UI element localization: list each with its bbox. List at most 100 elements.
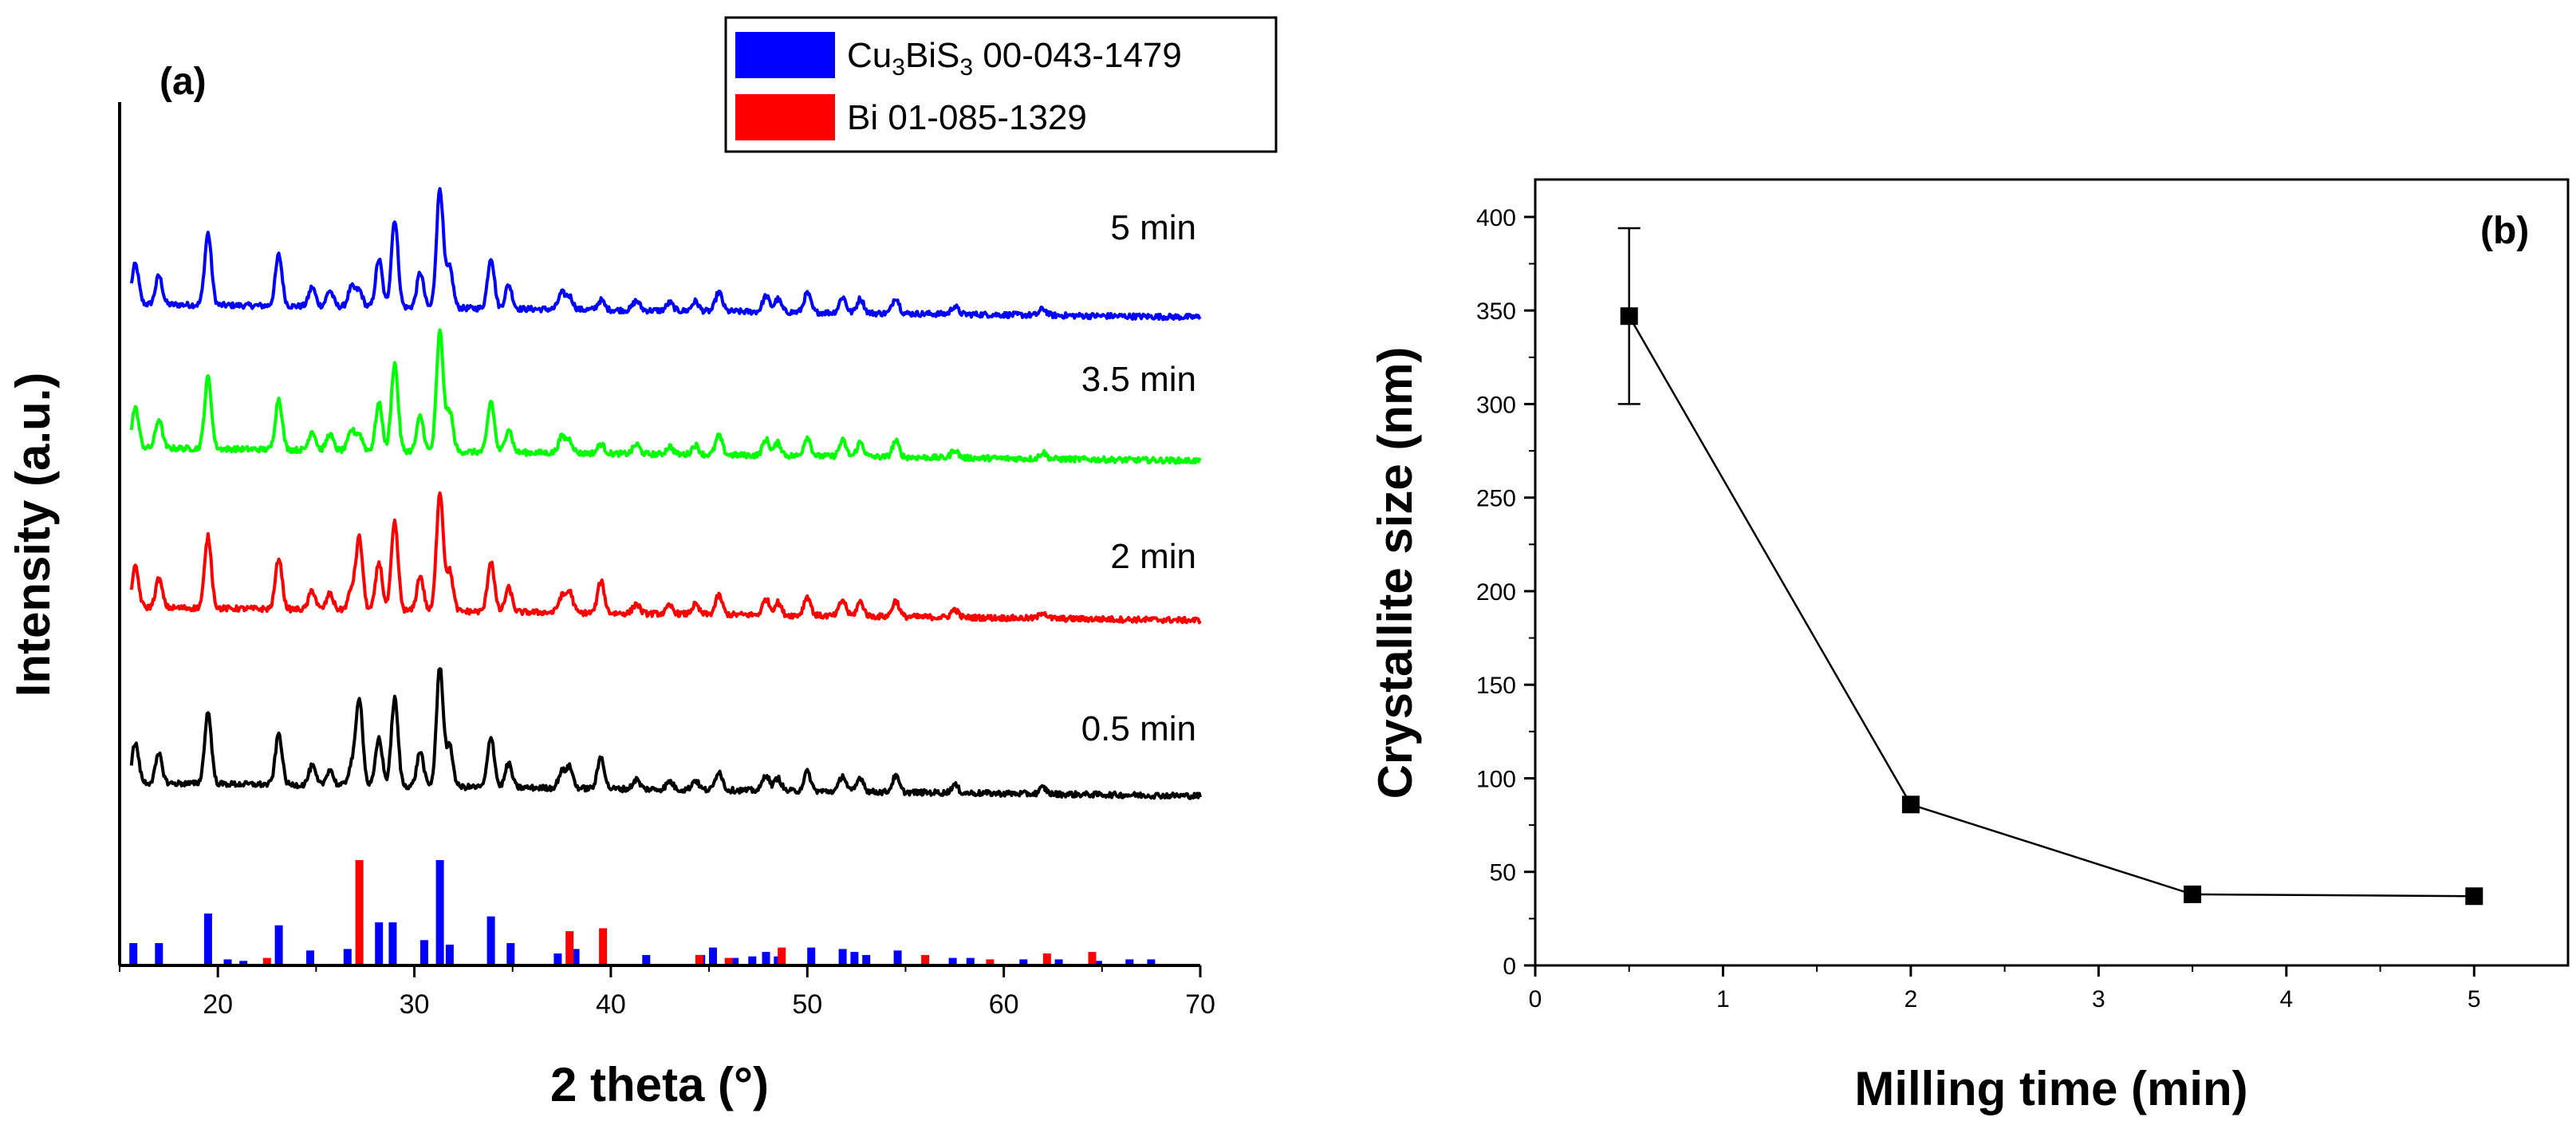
stick-cu3bis3-32 [1054, 959, 1063, 964]
stick-cu3bis3-21 [748, 956, 757, 964]
stick-cu3bis3-30 [966, 957, 975, 964]
panel-b-y-tick-label-7: 350 [1476, 298, 1516, 325]
panel-b-x-tick-label-4: 4 [2279, 986, 2293, 1012]
stick-cu3bis3-5 [274, 925, 283, 964]
panel-b-data [1617, 227, 2483, 906]
panel-a-curve-labels: 5 min 3.5 min 2 min 0.5 min [1081, 208, 1196, 748]
series-5-min [129, 187, 1202, 322]
stick-cu3bis3-14 [506, 943, 515, 964]
stick-bi-5 [724, 957, 733, 964]
panel-a-x-tick-label-4: 60 [989, 989, 1019, 1020]
panel-b-y-tick-label-2: 100 [1476, 766, 1516, 792]
legend-label-cu3bis3: Cu3BiS3 00-043-1479 [847, 36, 1182, 81]
panel-a-x-tick-label-2: 40 [596, 989, 626, 1020]
stick-bi-0 [262, 957, 271, 964]
stick-bi-7 [921, 954, 930, 964]
stick-bi-10 [1088, 952, 1097, 964]
stick-bi-2 [565, 931, 574, 964]
curve-label-0-5-min: 0.5 min [1081, 709, 1196, 748]
stick-cu3bis3-28 [893, 950, 902, 964]
panel-a-x-label: 2 theta (°) [550, 1058, 769, 1111]
stick-cu3bis3-27 [862, 954, 871, 964]
panel-a-label: (a) [160, 61, 207, 103]
panel-a-x-ticks: 20 30 40 50 60 70 [119, 965, 1215, 1020]
stick-cu3bis3-0 [129, 943, 138, 964]
panel-b-y-tick-label-4: 200 [1476, 579, 1516, 606]
panel-a-reference-sticks [129, 860, 1156, 964]
stick-cu3bis3-11 [435, 860, 444, 964]
panel-b-label: (b) [2480, 210, 2529, 252]
panel-a-curves [129, 187, 1202, 800]
data-point-3 [2465, 887, 2483, 906]
stick-cu3bis3-2 [203, 913, 212, 964]
stick-cu3bis3-25 [838, 949, 847, 964]
stick-cu3bis3-26 [850, 952, 859, 964]
curve-label-5-min: 5 min [1110, 208, 1196, 247]
panel-a-x-tick-label-3: 50 [792, 989, 822, 1020]
stick-cu3bis3-15 [553, 953, 562, 964]
series-2-min [129, 491, 1202, 625]
stick-bi-8 [986, 959, 995, 964]
stick-cu3bis3-7 [343, 949, 352, 964]
stick-cu3bis3-9 [388, 922, 397, 964]
stick-cu3bis3-17 [642, 954, 651, 964]
stick-cu3bis3-3 [223, 959, 232, 964]
crystallite-line [1628, 315, 2475, 898]
panel-b-y-tick-label-5: 250 [1476, 486, 1516, 512]
panel-a-x-tick-label-5: 70 [1185, 989, 1215, 1020]
stick-bi-3 [599, 928, 608, 964]
panel-b-y-tick-label-3: 150 [1476, 673, 1516, 699]
panel-b-x-label: Milling time (min) [1854, 1062, 2247, 1115]
panel-b-x-tick-label-5: 5 [2468, 986, 2481, 1012]
legend-label-bi: Bi 01-085-1329 [847, 98, 1087, 137]
panel-b-x-tick-label-0: 0 [1529, 986, 1542, 1012]
panel-a-xrd: 20 30 40 50 60 70 5 min 3.5 min 2 min 0.5 min (a… [6, 16, 1278, 1111]
panel-b-frame [1534, 178, 2570, 967]
curve-label-2-min: 2 min [1110, 537, 1196, 576]
stick-cu3bis3-13 [486, 916, 495, 964]
stick-bi-6 [778, 947, 786, 964]
panel-b-x-tick-label-1: 1 [1716, 986, 1730, 1012]
stick-cu3bis3-35 [1147, 959, 1156, 964]
stick-cu3bis3-34 [1125, 959, 1134, 964]
stick-cu3bis3-16 [571, 949, 580, 964]
stick-cu3bis3-12 [445, 944, 454, 964]
stick-bi-9 [1042, 953, 1051, 964]
panel-b-x-tick-label-2: 2 [1904, 986, 1918, 1012]
panel-b-y-tick-label-8: 400 [1476, 205, 1516, 231]
legend-swatch-cu3bis3 [735, 32, 835, 78]
stick-bi-4 [695, 954, 703, 964]
legend-swatch-bi [735, 94, 835, 140]
stick-cu3bis3-8 [375, 922, 384, 964]
stick-cu3bis3-22 [762, 952, 770, 964]
stick-cu3bis3-6 [306, 950, 314, 964]
panel-b-y-tick-label-0: 0 [1503, 953, 1516, 980]
stick-cu3bis3-33 [1093, 961, 1102, 964]
panel-a-y-label: Intensity (a.u.) [6, 373, 60, 697]
data-point-2 [2184, 885, 2202, 903]
series-0-5-min [129, 667, 1202, 800]
stick-cu3bis3-4 [239, 961, 248, 964]
stick-cu3bis3-31 [1019, 959, 1028, 964]
stick-cu3bis3-10 [419, 940, 428, 964]
panel-a-x-tick-label-1: 30 [400, 989, 430, 1020]
stick-bi-1 [355, 860, 364, 964]
curve-label-3-5-min: 3.5 min [1081, 360, 1196, 399]
series-3-5-min [129, 328, 1202, 465]
panel-b-x-tick-label-3: 3 [2092, 986, 2105, 1012]
panel-b-y-tick-label-6: 300 [1476, 392, 1516, 418]
stick-cu3bis3-19 [709, 947, 717, 964]
data-point-1 [1901, 795, 1920, 814]
stick-cu3bis3-24 [807, 947, 816, 964]
stick-cu3bis3-20 [731, 957, 739, 964]
stick-cu3bis3-29 [948, 957, 957, 964]
data-point-0 [1620, 307, 1638, 326]
panel-a-x-tick-label-0: 20 [203, 989, 233, 1020]
stick-cu3bis3-1 [155, 943, 163, 964]
panel-b-y-tick-label-1: 50 [1490, 860, 1516, 886]
panel-b-y-label: Crystallite size (nm) [1369, 347, 1422, 799]
panel-a-legend: Cu3BiS3 00-043-1479 Bi 01-085-1329 [724, 16, 1278, 153]
